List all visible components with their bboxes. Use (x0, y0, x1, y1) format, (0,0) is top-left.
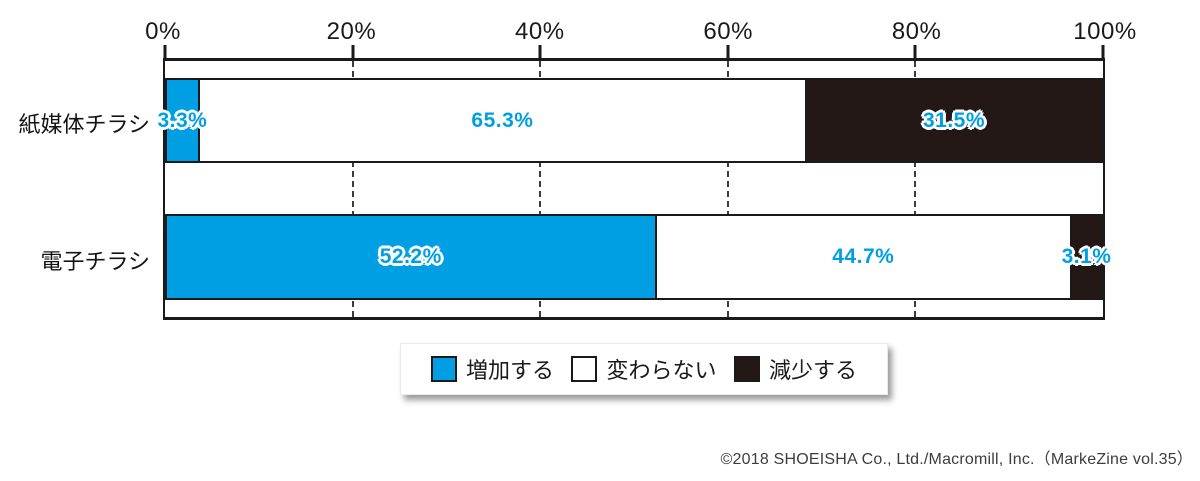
x-tick-label: 0% (145, 18, 181, 45)
bar-value-label: 3.1% (1061, 245, 1112, 268)
legend-item: 変わらない (571, 353, 717, 385)
bar-row-electronic-flyer: 52.2% 44.7% 3.1% (165, 214, 1111, 300)
bar-segment: 3.1% (1062, 216, 1111, 298)
bar-segment: 44.7% (654, 216, 1073, 298)
gridline (351, 61, 354, 317)
legend-swatch (733, 356, 760, 382)
x-tick-mark (163, 45, 167, 58)
x-tick-mark (538, 45, 542, 58)
x-tick-mark (351, 45, 355, 58)
legend-item: 減少する (733, 353, 857, 385)
legend-label: 変わらない (606, 358, 717, 383)
bar-value-label: 3.3% (157, 108, 208, 132)
copyright-text: ©2018 SHOEISHA Co., Ltd./Macromill, Inc.… (720, 451, 1193, 468)
x-tick-label: 40% (515, 18, 565, 45)
bar-value-label: 31.5% (922, 108, 986, 132)
legend-label: 減少する (768, 358, 857, 383)
category-label-paper-flyer: 紙媒体チラシ (18, 112, 150, 137)
x-tick-label: 20% (326, 18, 377, 45)
x-tick-label: 80% (891, 18, 942, 45)
x-tick-label: 100% (1073, 18, 1137, 45)
bar-segment: 52.2% (167, 216, 655, 298)
gridline (726, 61, 729, 317)
gridline (539, 61, 542, 317)
gridline (914, 61, 917, 317)
x-tick-mark (726, 45, 730, 58)
bar-row-paper-flyer: 3.3% 65.3% 31.5% (157, 78, 1103, 163)
x-tick-mark (1101, 45, 1105, 58)
x-tick-mark (913, 45, 917, 58)
bar-segment: 65.3% (197, 80, 808, 161)
bar-segment: 3.3% (157, 80, 207, 161)
legend-swatch (431, 356, 457, 382)
bar-value-label: 44.7% (832, 245, 895, 268)
x-tick-label: 60% (703, 18, 753, 45)
category-label-electronic-flyer: 電子チラシ (40, 249, 150, 274)
bar-value-label: 52.2% (379, 245, 442, 268)
legend-swatch (571, 356, 598, 382)
x-axis: 0% 20% 40% 60% 80% 100% (145, 18, 1136, 48)
bar-segment: 31.5% (807, 80, 1101, 161)
legend-label: 増加する (466, 358, 555, 383)
plot-area: 3.3% 65.3% 31.5% 52.2% 44.7% 3.1% (157, 45, 1111, 320)
bar-value-label: 65.3% (471, 108, 534, 132)
legend: 増加する 変わらない 減少する (400, 343, 888, 395)
legend-item: 増加する (431, 353, 554, 385)
